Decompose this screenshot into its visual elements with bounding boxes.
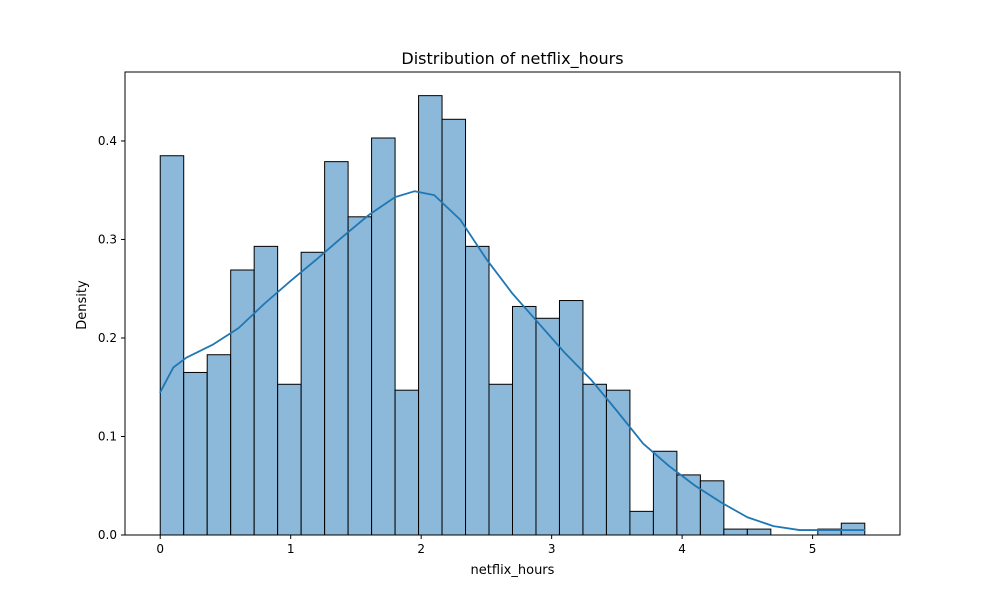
histogram-bar <box>723 528 748 536</box>
x-tick-label: 3 <box>548 542 556 556</box>
y-axis-ticks: 0.0 0.1 0.2 0.3 0.4 <box>98 134 125 542</box>
x-axis-ticks: 0 1 2 3 4 5 <box>156 535 816 556</box>
y-tick-label: 0.1 <box>98 429 117 443</box>
y-axis-label: Density <box>75 280 90 330</box>
histogram-bar <box>535 317 560 536</box>
histogram-bar <box>230 269 255 536</box>
x-tick-label: 1 <box>287 542 295 556</box>
x-tick-label: 0 <box>156 542 164 556</box>
histogram-bar <box>676 474 701 536</box>
x-tick-label: 2 <box>417 542 425 556</box>
histogram-bar <box>159 155 185 536</box>
histogram-bar <box>206 354 232 536</box>
histogram-bar <box>371 137 396 536</box>
histogram-bar <box>582 383 607 536</box>
histogram-bar <box>512 305 537 536</box>
plot-area-frame <box>124 71 901 536</box>
histogram-bar <box>840 522 866 536</box>
histogram-bar <box>558 300 584 536</box>
histogram-bar <box>324 161 349 536</box>
histogram-bar <box>629 510 654 536</box>
histogram-bar <box>277 383 302 536</box>
histogram-bar <box>699 480 725 536</box>
kde-curve-layer <box>159 190 866 531</box>
y-tick-label: 0.2 <box>98 331 117 345</box>
histogram-bar <box>465 245 490 536</box>
histogram-bar <box>746 528 772 536</box>
histogram-bar <box>253 245 279 536</box>
y-tick-label: 0.4 <box>98 134 117 148</box>
histogram-bars <box>159 95 866 536</box>
y-tick-label: 0.3 <box>98 232 117 246</box>
histogram-bar <box>488 383 513 536</box>
x-tick-label: 5 <box>809 542 817 556</box>
x-tick-label: 4 <box>678 542 686 556</box>
y-tick-label: 0.0 <box>98 528 117 542</box>
kde-line <box>159 190 866 531</box>
histogram-bar <box>418 95 443 536</box>
histogram-bar <box>300 251 326 536</box>
histogram-bar <box>347 216 373 536</box>
histogram-bar <box>441 118 467 536</box>
histogram-bar <box>183 371 208 536</box>
x-axis-label: netflix_hours <box>471 563 555 578</box>
chart-title: Distribution of netflix_hours <box>401 49 623 69</box>
histogram-bar <box>394 389 420 536</box>
